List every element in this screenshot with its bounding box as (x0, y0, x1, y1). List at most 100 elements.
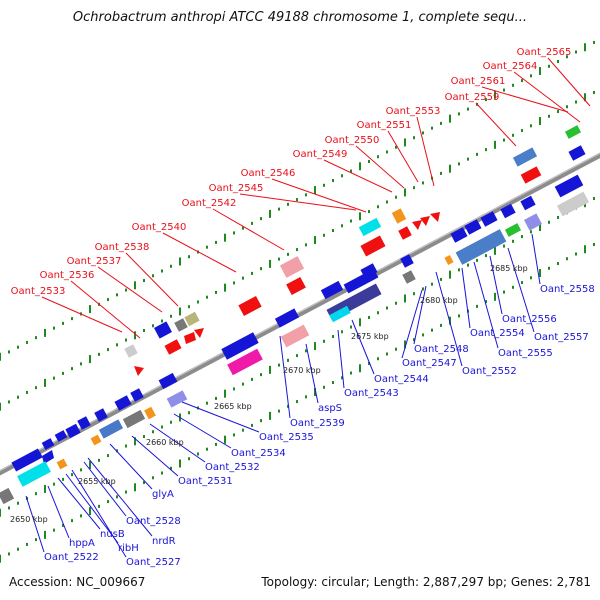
gene-feature[interactable] (280, 324, 310, 348)
gene-feature[interactable] (114, 395, 132, 411)
reverse-gene-label[interactable]: Oant_2534 (231, 448, 286, 459)
gene-feature[interactable] (450, 227, 468, 243)
reverse-gene-label[interactable]: Oant_2558 (540, 284, 595, 295)
gene-feature[interactable] (420, 216, 430, 226)
gene-feature[interactable] (360, 235, 386, 257)
reverse-gene-label[interactable]: Oant_2532 (205, 462, 260, 473)
gene-feature[interactable] (274, 308, 300, 328)
gene-feature[interactable] (430, 212, 440, 222)
gene-feature[interactable] (444, 255, 454, 265)
gene-feature[interactable] (500, 203, 516, 219)
gene-feature[interactable] (0, 487, 15, 505)
reverse-gene-label[interactable]: Oant_2527 (126, 557, 181, 568)
gene-feature[interactable] (402, 270, 416, 284)
gene-feature[interactable] (56, 458, 68, 470)
reverse-gene-label[interactable]: Oant_2552 (462, 366, 517, 377)
forward-gene-label[interactable]: Oant_2565 (517, 47, 572, 58)
reverse-gene-label[interactable]: glyA (152, 489, 174, 500)
forward-gene-label[interactable]: Oant_2537 (67, 256, 122, 267)
gene-feature[interactable] (65, 423, 81, 439)
reverse-gene-label[interactable]: ribH (118, 543, 139, 554)
reverse-gene-label[interactable]: Oant_2543 (344, 388, 399, 399)
gene-feature[interactable] (512, 147, 538, 167)
gene-feature[interactable] (455, 229, 507, 265)
gene-feature[interactable] (286, 276, 306, 296)
gene-feature[interactable] (279, 256, 305, 278)
forward-gene-label[interactable]: Oant_2536 (40, 270, 95, 281)
gene-feature[interactable] (221, 332, 259, 360)
forward-gene-label[interactable]: Oant_2538 (95, 242, 150, 253)
forward-gene-label[interactable]: Oant_2553 (386, 106, 441, 117)
gene-feature[interactable] (42, 450, 54, 464)
gene-feature[interactable] (17, 461, 51, 487)
gene-feature[interactable] (329, 305, 351, 323)
gene-feature[interactable] (174, 318, 188, 332)
gene-feature[interactable] (164, 339, 182, 355)
gene-feature[interactable] (524, 213, 542, 231)
forward-gene-label[interactable]: Oant_2542 (182, 198, 237, 209)
gene-feature[interactable] (130, 388, 144, 402)
forward-gene-label[interactable]: Oant_2540 (132, 222, 187, 233)
gene-feature[interactable] (358, 217, 382, 237)
gene-feature[interactable] (564, 125, 582, 139)
reverse-gene-label[interactable]: Oant_2531 (178, 476, 233, 487)
gene-feature[interactable] (568, 145, 586, 161)
gene-feature[interactable] (360, 263, 378, 279)
gene-feature[interactable] (520, 166, 542, 184)
gene-feature[interactable] (144, 406, 156, 420)
gene-feature[interactable] (154, 321, 172, 339)
gene-feature[interactable] (412, 220, 422, 230)
forward-gene-label[interactable]: Oant_2550 (325, 135, 380, 146)
gene-feature[interactable] (124, 344, 138, 358)
reverse-gene-label[interactable]: aspS (318, 403, 342, 414)
gene-feature[interactable] (98, 419, 124, 439)
gene-feature[interactable] (194, 328, 204, 338)
gene-feature[interactable] (11, 448, 43, 472)
reverse-gene-label[interactable]: Oant_2557 (534, 332, 589, 343)
forward-gene-label[interactable]: Oant_2551 (357, 120, 412, 131)
gene-feature[interactable] (134, 366, 144, 376)
gene-feature[interactable] (554, 174, 584, 198)
forward-gene-label[interactable]: Oant_2549 (293, 149, 348, 160)
reverse-gene-label[interactable]: Oant_2528 (126, 516, 181, 527)
gene-feature[interactable] (464, 219, 482, 235)
gene-feature[interactable] (520, 195, 536, 211)
gene-feature[interactable] (41, 438, 55, 450)
gene-feature[interactable] (391, 208, 407, 224)
forward-gene-label[interactable]: Oant_2564 (483, 61, 538, 72)
gene-feature[interactable] (398, 226, 412, 240)
reverse-gene-label[interactable]: Oant_2555 (498, 348, 553, 359)
gene-feature[interactable] (556, 191, 590, 217)
forward-gene-label[interactable]: Oant_2533 (11, 286, 66, 297)
gene-feature[interactable] (77, 416, 91, 430)
gene-feature[interactable] (227, 348, 263, 376)
gene-feature[interactable] (54, 430, 68, 442)
reverse-gene-label[interactable]: Oant_2556 (502, 314, 557, 325)
gene-feature[interactable] (400, 254, 414, 268)
gene-feature[interactable] (238, 296, 262, 316)
gene-feature[interactable] (94, 408, 108, 422)
reverse-gene-label[interactable]: Oant_2522 (44, 552, 99, 563)
forward-gene-label[interactable]: Oant_2559 (445, 92, 500, 103)
gene-feature[interactable] (184, 311, 200, 327)
gene-feature[interactable] (320, 280, 344, 300)
gene-feature[interactable] (504, 223, 522, 237)
reverse-gene-label[interactable]: hppA (69, 538, 95, 549)
reverse-gene-label[interactable]: Oant_2548 (414, 344, 469, 355)
reverse-gene-label[interactable]: Oant_2547 (402, 358, 457, 369)
gene-feature[interactable] (184, 332, 196, 344)
reverse-gene-label[interactable]: Oant_2535 (259, 432, 314, 443)
forward-gene-label[interactable]: Oant_2546 (241, 168, 296, 179)
gene-feature[interactable] (480, 211, 498, 227)
reverse-gene-label[interactable]: Oant_2544 (374, 374, 429, 385)
gene-feature[interactable] (122, 409, 146, 429)
gene-feature[interactable] (166, 390, 188, 408)
gene-feature[interactable] (90, 434, 102, 446)
forward-gene-label[interactable]: Oant_2545 (209, 183, 264, 194)
gene-feature[interactable] (158, 372, 178, 390)
reverse-gene-label[interactable]: nrdR (152, 536, 176, 547)
reverse-gene-label[interactable]: Oant_2554 (470, 328, 525, 339)
reverse-gene-label[interactable]: Oant_2539 (290, 418, 345, 429)
forward-gene-label[interactable]: Oant_2561 (451, 76, 506, 87)
